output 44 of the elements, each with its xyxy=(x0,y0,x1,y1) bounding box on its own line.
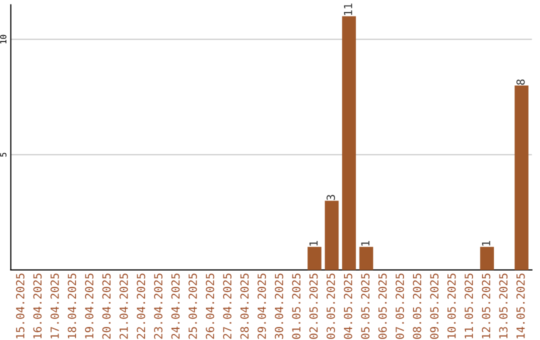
x-tick-label: 11.05.2025 xyxy=(464,274,474,338)
x-tick-label: 26.04.2025 xyxy=(206,274,214,339)
data-label: 1 xyxy=(361,240,370,246)
x-tick-label: 30.04.2025 xyxy=(274,274,284,339)
y-tick-label: 5 xyxy=(0,152,6,157)
x-tick-label: 15.04.2025 xyxy=(16,274,24,338)
x-tick-label: 19.04.2025 xyxy=(85,274,94,338)
bar xyxy=(342,16,356,270)
bar xyxy=(480,246,494,270)
x-tick-label: 09.05.2025 xyxy=(430,274,439,339)
data-label: 1 xyxy=(482,240,490,246)
x-tick-label: 27.04.2025 xyxy=(223,274,232,339)
x-tick-label: 22.04.2025 xyxy=(136,274,146,339)
x-tick-label: 06.05.2025 xyxy=(378,274,387,339)
x-tick-label: 17.04.2025 xyxy=(50,274,59,338)
data-label: 3 xyxy=(326,194,335,200)
x-tick-label: 18.04.2025 xyxy=(68,274,76,338)
x-tick-label: 24.04.2025 xyxy=(171,274,180,339)
data-label: 8 xyxy=(516,79,525,85)
x-tick-label: 23.04.2025 xyxy=(154,274,162,339)
x-tick-label: 07.05.2025 xyxy=(396,274,404,339)
x-tick-label: 10.05.2025 xyxy=(447,274,456,338)
bar xyxy=(514,85,528,270)
x-tick-label: 04.05.2025 xyxy=(344,274,352,339)
data-label: 1 xyxy=(309,240,318,246)
y-tick-label: 10 xyxy=(0,34,6,44)
x-tick-label: 20.04.2025 xyxy=(102,274,111,339)
bar xyxy=(324,200,339,270)
x-tick-label: 13.05.2025 xyxy=(499,274,508,338)
x-tick-label: 14.05.2025 xyxy=(516,274,525,338)
x-tick-label: 29.04.2025 xyxy=(258,274,266,339)
x-tick-label: 12.05.2025 xyxy=(482,274,490,338)
x-tick-label: 05.05.2025 xyxy=(361,274,370,339)
x-tick-label: 16.04.2025 xyxy=(33,274,42,338)
data-label: 11 xyxy=(344,4,352,15)
x-tick-label: 08.05.2025 xyxy=(412,274,422,339)
x-tick-label: 02.05.2025 xyxy=(309,274,318,339)
bar xyxy=(308,246,322,270)
x-tick-label: 01.05.2025 xyxy=(292,274,300,339)
x-tick-label: 03.05.2025 xyxy=(326,274,335,339)
bar xyxy=(359,246,374,270)
x-tick-label: 25.04.2025 xyxy=(188,274,197,339)
x-tick-label: 21.04.2025 xyxy=(120,274,128,339)
x-tick-label: 28.04.2025 xyxy=(240,274,249,339)
